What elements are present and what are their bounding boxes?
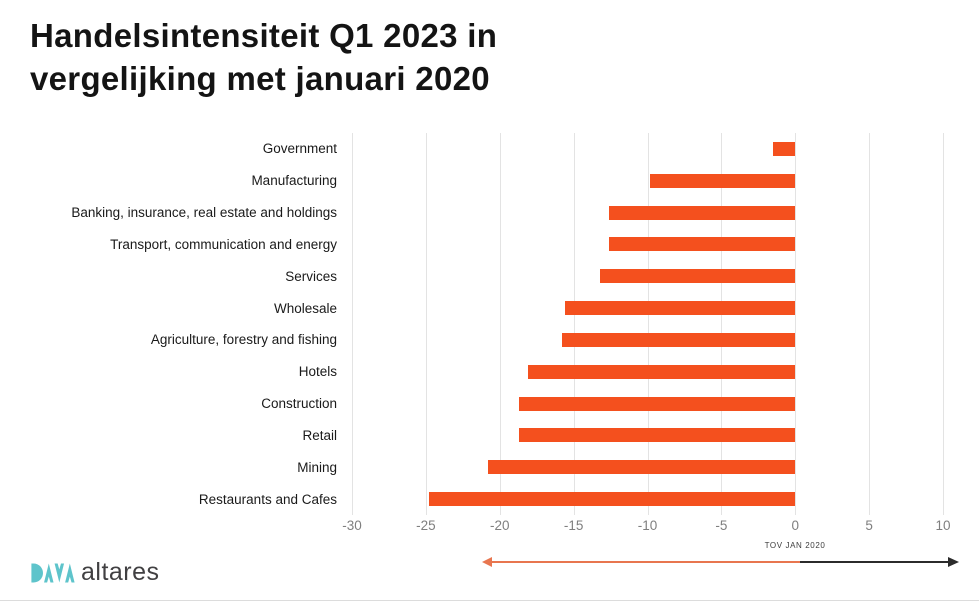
title-line-2: vergelijking met januari 2020: [30, 60, 490, 97]
left-arrowhead-icon: [482, 557, 492, 567]
bar-manufacturing: [650, 173, 796, 188]
bar-transport-communication-and-energy: [609, 237, 796, 252]
category-label: Government: [262, 141, 337, 157]
bar-services: [600, 269, 796, 284]
category-label: Agriculture, forestry and fishing: [150, 332, 337, 348]
gridline--20: [499, 133, 501, 515]
gridline--10: [647, 133, 649, 515]
category-label: Hotels: [298, 364, 337, 380]
x-tick-label: -5: [715, 518, 728, 533]
category-label: Manufacturing: [251, 173, 337, 189]
x-tick-label: -20: [489, 518, 510, 533]
bar-construction: [518, 396, 796, 411]
category-axis: Government Manufacturing Banking, insuranc…: [0, 133, 337, 515]
gridline-0: [795, 133, 797, 515]
gridline-10: [943, 133, 944, 515]
category-label: Construction: [261, 396, 337, 412]
bar-retail: [518, 428, 796, 443]
positive-direction-arrow: [800, 561, 949, 563]
gridline--5: [721, 133, 723, 515]
x-tick-label: 0: [791, 518, 800, 533]
x-tick-label: -15: [563, 518, 584, 533]
page-title: Handelsintensiteit Q1 2023 in vergelijki…: [30, 14, 497, 100]
bar-hotels: [527, 364, 796, 379]
gridline--30: [352, 133, 353, 515]
bar-wholesale: [564, 301, 796, 316]
altares-logo: altares: [30, 560, 160, 585]
category-label: Retail: [302, 427, 337, 443]
negative-direction-arrow: [491, 561, 800, 563]
right-arrowhead-icon: [948, 557, 959, 567]
x-tick-label: -10: [637, 518, 658, 533]
gridline-5: [869, 133, 871, 515]
category-label: Banking, insurance, real estate and hold…: [71, 205, 337, 221]
x-axis-tick-labels: -30 -25 -20 -15 -10 -5 0 5 10: [342, 518, 950, 538]
category-label: Mining: [297, 459, 337, 475]
category-label: Wholesale: [273, 300, 337, 316]
category-label: Transport, communication and energy: [110, 236, 337, 252]
bar-government: [773, 141, 796, 156]
gridline--25: [425, 133, 427, 515]
axis-annotation-label: TOV JAN 2020: [764, 541, 826, 550]
gridline--15: [573, 133, 575, 515]
category-label: Restaurants and Cafes: [198, 491, 337, 507]
x-tick-label: -30: [342, 518, 362, 533]
category-label: Services: [285, 268, 337, 284]
title-line-1: Handelsintensiteit Q1 2023 in: [30, 17, 498, 54]
bar-chart-plot-area: [352, 133, 944, 515]
x-tick-label: 5: [865, 518, 873, 533]
bar-restaurants-and-cafes: [428, 492, 796, 507]
bar-mining: [487, 460, 796, 475]
altares-logo-icon: [31, 563, 75, 582]
altares-logo-text: altares: [81, 558, 160, 586]
x-tick-label: -25: [416, 518, 436, 533]
x-tick-label: 10: [935, 518, 951, 533]
bar-agriculture-forestry-and-fishing: [561, 332, 796, 347]
bar-banking-insurance-real-estate-and-holdings: [609, 205, 796, 220]
